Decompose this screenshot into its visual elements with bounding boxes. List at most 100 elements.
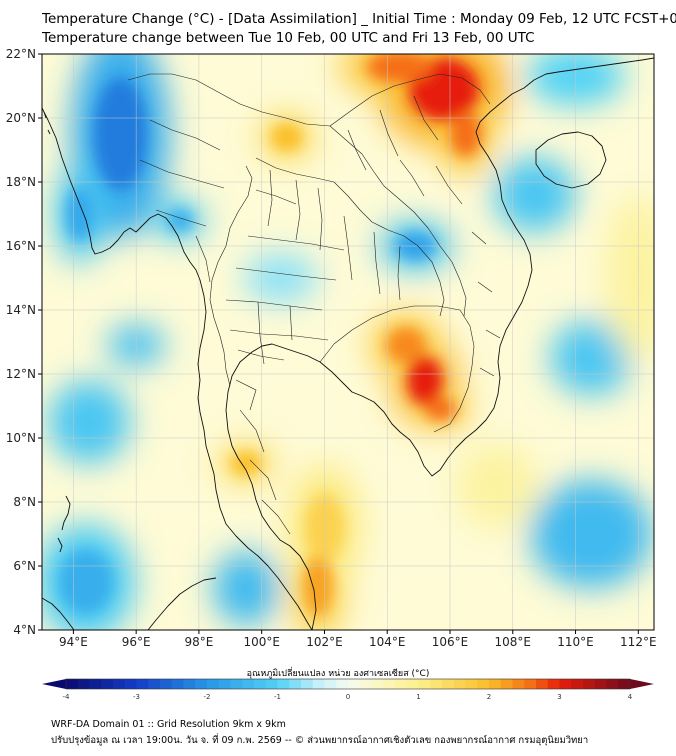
lat-tick-label: 10°N bbox=[6, 431, 36, 445]
lat-tick-label: 4°N bbox=[13, 623, 36, 637]
colorbar-segment bbox=[536, 679, 549, 689]
colorbar-segment bbox=[559, 679, 572, 689]
field-core-3 bbox=[407, 355, 443, 406]
lat-tick-label: 18°N bbox=[6, 175, 36, 189]
map-axis-labels: 94°E 96°E 98°E 100°E 102°E 104°E 106°E 108°E 110… bbox=[6, 47, 657, 649]
colorbar-segment bbox=[453, 679, 467, 689]
field-blob-23 bbox=[605, 194, 654, 362]
field-core-6 bbox=[271, 123, 303, 151]
colorbar-tick-label: 4 bbox=[628, 693, 633, 701]
field-core-10 bbox=[94, 78, 147, 190]
colorbar-max-arrow bbox=[630, 679, 654, 689]
colorbar-segment bbox=[289, 679, 302, 689]
lon-tick-label: 108°E bbox=[495, 635, 532, 649]
colorbar-segment bbox=[606, 679, 619, 689]
lon-tick-label: 104°E bbox=[369, 635, 406, 649]
lon-tick-label: 102°E bbox=[306, 635, 343, 649]
province-lines-central bbox=[225, 299, 329, 535]
colorbar-ticks: -4 -3 -2 -1 0 1 2 3 4 bbox=[63, 693, 633, 701]
lon-tick-label: 112°E bbox=[620, 635, 657, 649]
colorbar bbox=[42, 678, 654, 690]
border-cambodia bbox=[319, 305, 475, 433]
colorbar-tick-label: -1 bbox=[274, 693, 281, 701]
colorbar-segment bbox=[442, 679, 455, 689]
field-blob-24 bbox=[456, 444, 538, 528]
colorbar-segment bbox=[277, 679, 290, 689]
province-lines-myanmar bbox=[139, 119, 225, 283]
colorbar-segment bbox=[583, 679, 596, 689]
colorbar-tick-label: -2 bbox=[204, 693, 211, 701]
lat-tick-label: 16°N bbox=[6, 239, 36, 253]
colorbar-tick-label: 0 bbox=[346, 693, 350, 701]
field-core-8 bbox=[230, 452, 262, 475]
map-coastlines bbox=[42, 57, 654, 630]
coastline-andaman-islands bbox=[57, 495, 71, 553]
colorbar-segment bbox=[383, 679, 396, 689]
colorbar-segment bbox=[230, 679, 243, 689]
lat-tick-label: 6°N bbox=[13, 559, 36, 573]
lon-tick-label: 96°E bbox=[122, 635, 151, 649]
colorbar-tick-label: 1 bbox=[416, 693, 420, 701]
lat-tick-label: 8°N bbox=[13, 495, 36, 509]
border-china-south bbox=[127, 73, 491, 127]
colorbar-segment bbox=[500, 679, 514, 689]
map-subtitle: Temperature change between Tue 10 Feb, 0… bbox=[42, 30, 535, 46]
field-core-11 bbox=[66, 187, 93, 241]
field-blob-15 bbox=[48, 380, 130, 464]
field-core-4 bbox=[386, 327, 426, 364]
coastline-myanmar-west bbox=[42, 107, 313, 630]
colorbar-tick-label: -3 bbox=[133, 693, 140, 701]
colorbar-segment bbox=[265, 679, 279, 689]
colorbar-segment bbox=[218, 679, 232, 689]
colorbar-segment bbox=[489, 679, 502, 689]
field-core-17 bbox=[59, 550, 113, 614]
colorbar-tick-label: 2 bbox=[487, 693, 491, 701]
field-blob-21 bbox=[530, 479, 653, 589]
temperature-field bbox=[42, 54, 654, 630]
colorbar-segment bbox=[183, 679, 196, 689]
field-blob-14 bbox=[243, 253, 318, 303]
map-title: Temperature Change (°C) - [Data Assimila… bbox=[42, 11, 676, 27]
colorbar-segment bbox=[477, 679, 490, 689]
lat-tick-label: 12°N bbox=[6, 367, 36, 381]
colorbar-segment bbox=[512, 679, 525, 689]
border-laos-vietnam bbox=[329, 125, 467, 317]
colorbar-tick-label: -4 bbox=[63, 693, 71, 701]
colorbar-segment bbox=[465, 679, 478, 689]
colorbar-segment bbox=[195, 679, 208, 689]
colorbar-min-arrow bbox=[42, 679, 66, 689]
colorbar-segment bbox=[242, 679, 255, 689]
lon-tick-label: 106°E bbox=[432, 635, 469, 649]
colorbar-segment bbox=[113, 679, 126, 689]
province-lines-laos-vietnam bbox=[347, 95, 501, 377]
colorbar-segment bbox=[89, 679, 102, 689]
lat-tick-label: 22°N bbox=[6, 47, 36, 61]
field-blob-18 bbox=[213, 550, 279, 626]
colorbar-segment bbox=[547, 679, 561, 689]
lon-tick-label: 94°E bbox=[59, 635, 88, 649]
coastline-sumatra-east bbox=[147, 577, 217, 630]
field-blob-20 bbox=[550, 320, 633, 396]
colorbar-segment bbox=[312, 679, 326, 689]
map-axis-ticks bbox=[38, 53, 639, 634]
border-myanmar-thailand bbox=[209, 165, 253, 387]
coastline-coco-islands bbox=[43, 111, 51, 135]
field-core-5 bbox=[425, 398, 456, 421]
colorbar-segment bbox=[395, 679, 408, 689]
coastline-gulf-thailand bbox=[225, 57, 654, 630]
colorbar-segment bbox=[148, 679, 161, 689]
colorbar-segment bbox=[348, 679, 361, 689]
border-thailand-laos bbox=[255, 157, 445, 317]
field-core-12 bbox=[166, 209, 194, 232]
lat-tick-label: 20°N bbox=[6, 111, 36, 125]
colorbar-segment bbox=[336, 679, 349, 689]
colorbar-segment bbox=[254, 679, 267, 689]
colorbar-segment bbox=[371, 679, 384, 689]
coastline-sumatra bbox=[42, 597, 75, 630]
map-borders bbox=[127, 73, 501, 535]
colorbar-segment bbox=[171, 679, 185, 689]
colorbar-segment bbox=[136, 679, 149, 689]
lon-tick-label: 98°E bbox=[184, 635, 213, 649]
colorbar-segment bbox=[359, 679, 373, 689]
